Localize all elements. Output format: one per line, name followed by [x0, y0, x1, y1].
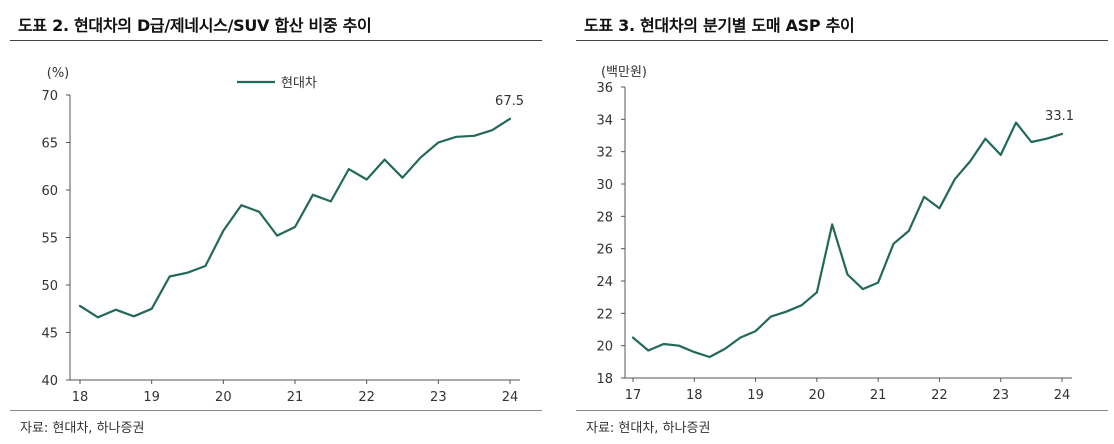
source-note: 자료: 현대차, 하나증권 [20, 421, 145, 436]
x-tick-label: 18 [686, 388, 703, 403]
y-tick-label: 24 [596, 275, 613, 290]
chart-panel-left: 도표 2. 현대차의 D급/제네시스/SUV 합산 비중 추이 40 45 50 55… [0, 0, 548, 444]
y-tick-label: 36 [596, 81, 613, 96]
y-tick-label: 30 [596, 178, 613, 193]
x-tick-label: 20 [809, 388, 826, 403]
y-tick-label: 45 [41, 327, 58, 342]
x-tick-label: 23 [430, 390, 447, 405]
x-tick-label: 22 [358, 390, 375, 405]
source-divider [576, 410, 1108, 411]
y-tick-label: 50 [41, 279, 58, 294]
x-tick-label: 21 [287, 390, 304, 405]
end-value-label: 67.5 [495, 94, 524, 109]
y-tick-label: 28 [596, 210, 613, 225]
series-line [78, 117, 512, 319]
x-tick-label: 18 [72, 390, 89, 405]
line-chart-left: 40 45 50 55 60 65 70 18 19 20 21 22 23 24 (%) 67.5 현대차 [41, 66, 524, 405]
y-tick-label: 32 [596, 146, 613, 161]
y-tick-label: 18 [596, 372, 613, 387]
chart-panel-right: 도표 3. 현대차의 분기별 도매 ASP 추이 18 20 22 24 26 28 30 3… [566, 0, 1114, 444]
x-tick-label: 20 [215, 390, 232, 405]
x-tick-label: 19 [143, 390, 160, 405]
chart-title: 도표 3. 현대차의 분기별 도매 ASP 추이 [584, 16, 855, 35]
y-tick-label: 70 [41, 89, 58, 104]
y-tick-label: 60 [41, 184, 58, 199]
y-tick-label: 40 [41, 374, 58, 389]
chart-title: 도표 2. 현대차의 D급/제네시스/SUV 합산 비중 추이 [18, 16, 372, 35]
x-tick-label: 21 [870, 388, 887, 403]
title-divider [10, 40, 542, 41]
x-tick-label: 24 [1054, 388, 1071, 403]
x-tick-label: 23 [992, 388, 1009, 403]
x-tick-label: 22 [931, 388, 948, 403]
source-note: 자료: 현대차, 하나증권 [586, 421, 711, 436]
x-tick-label: 17 [625, 388, 642, 403]
line-chart-right: 18 20 22 24 26 28 30 32 34 36 17 18 19 20 21 22 23 24 (백만원… [596, 65, 1074, 403]
y-tick-label: 34 [596, 113, 613, 128]
y-tick-label: 55 [41, 232, 58, 247]
x-tick-label: 24 [502, 390, 519, 405]
end-value-label: 33.1 [1045, 109, 1074, 124]
source-divider [10, 410, 542, 411]
series-line [631, 121, 1064, 359]
legend-label: 현대차 [281, 76, 317, 91]
unit-label: (백만원) [601, 65, 647, 80]
y-tick-label: 22 [596, 307, 613, 322]
y-tick-label: 26 [596, 243, 613, 258]
title-divider [576, 40, 1108, 41]
unit-label: (%) [47, 66, 70, 81]
y-tick-label: 20 [596, 340, 613, 355]
y-tick-label: 65 [41, 137, 58, 152]
x-tick-label: 19 [747, 388, 764, 403]
